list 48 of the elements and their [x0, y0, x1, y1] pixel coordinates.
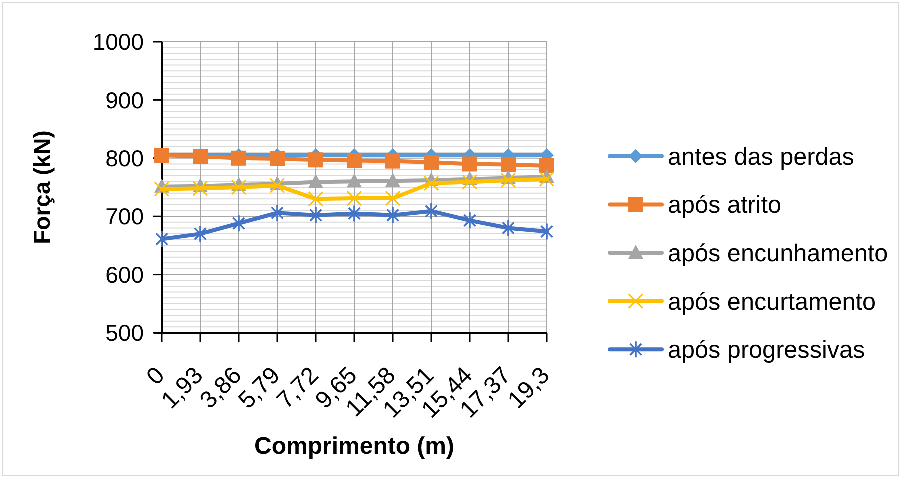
legend-label: após encurtamento: [668, 288, 876, 316]
y-tick-label: 1000: [92, 29, 144, 56]
point: [425, 203, 438, 220]
point: [500, 172, 516, 188]
point: [308, 174, 324, 188]
point: [501, 157, 516, 172]
point: [502, 220, 515, 236]
point: [194, 226, 207, 242]
point: [386, 154, 400, 169]
point: [424, 176, 440, 192]
point: [231, 180, 247, 196]
point: [385, 190, 401, 206]
y-tick-label: 800: [106, 145, 144, 172]
y-tick-label: 700: [106, 204, 144, 230]
point: [232, 150, 246, 166]
y-tick-label: 600: [106, 262, 144, 288]
point: [464, 212, 476, 229]
point: [386, 207, 400, 224]
y-tick-label: 500: [106, 320, 144, 346]
x-axis-title: Comprimento (m): [254, 433, 454, 460]
point: [347, 153, 362, 168]
point: [192, 180, 208, 196]
point: [310, 207, 322, 224]
point: [540, 158, 554, 174]
legend-label: após encunhamento: [668, 240, 888, 268]
point: [462, 156, 478, 172]
point: [308, 152, 324, 168]
legend-label: após atrito: [668, 192, 782, 220]
x-tick-label: 0: [142, 362, 170, 391]
point: [348, 206, 361, 222]
point: [540, 224, 554, 240]
point: [347, 174, 362, 188]
y-tick-label: 900: [106, 87, 144, 114]
point: [154, 181, 170, 197]
point: [232, 216, 246, 232]
point: [308, 191, 324, 207]
point: [462, 174, 478, 190]
point: [346, 190, 362, 206]
legend-label: antes das perdas: [668, 144, 854, 171]
point: [270, 151, 285, 166]
point: [386, 173, 400, 188]
point: [156, 231, 168, 248]
point: [270, 178, 286, 194]
point: [539, 172, 555, 188]
legend-label: após progressivas: [668, 337, 866, 364]
point: [271, 205, 284, 222]
y-axis-title: Força (kN): [29, 130, 55, 244]
point: [424, 154, 439, 170]
